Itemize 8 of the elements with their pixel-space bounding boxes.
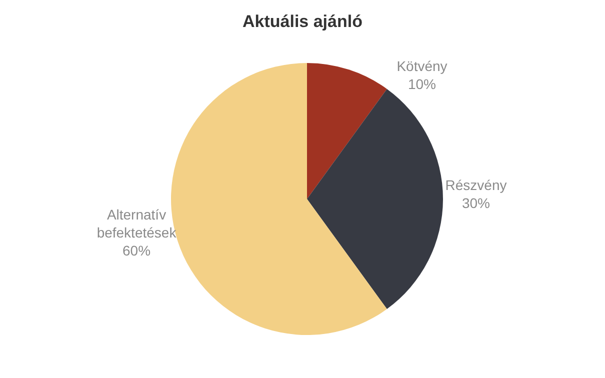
data-label: 60% bbox=[122, 242, 151, 259]
slice-label: Részvény bbox=[445, 177, 507, 193]
data-label: 10% bbox=[408, 76, 436, 92]
pie-slice bbox=[307, 88, 443, 310]
data-label: 30% bbox=[462, 195, 490, 211]
chart-title: Aktuális ajánló bbox=[242, 12, 364, 32]
pie-slice bbox=[307, 63, 387, 199]
slice-label: Kötvény bbox=[396, 58, 448, 74]
